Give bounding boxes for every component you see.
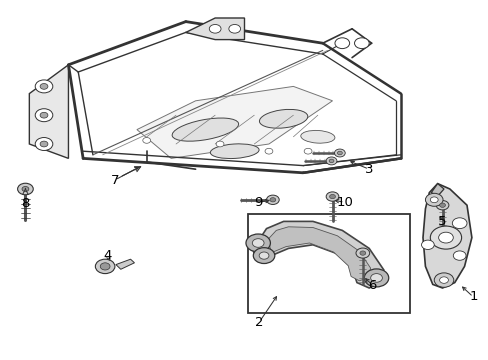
Circle shape (100, 263, 110, 270)
Polygon shape (137, 86, 332, 158)
Text: 10: 10 (336, 196, 352, 209)
Text: 3: 3 (364, 163, 373, 176)
Circle shape (328, 159, 333, 163)
Circle shape (40, 141, 48, 147)
Circle shape (22, 186, 29, 192)
Circle shape (359, 251, 365, 255)
Circle shape (209, 24, 221, 33)
Polygon shape (430, 184, 443, 196)
Circle shape (354, 38, 368, 49)
Text: 5: 5 (437, 215, 446, 228)
Text: 1: 1 (468, 291, 477, 303)
Circle shape (429, 197, 437, 203)
Circle shape (216, 141, 224, 147)
Circle shape (259, 252, 268, 259)
Circle shape (334, 38, 349, 49)
Circle shape (452, 251, 465, 260)
Circle shape (18, 183, 33, 195)
Circle shape (325, 157, 336, 165)
Text: 6: 6 (367, 279, 376, 292)
Polygon shape (267, 227, 370, 281)
Circle shape (35, 80, 53, 93)
Polygon shape (185, 18, 244, 40)
Text: 9: 9 (253, 196, 262, 209)
Circle shape (439, 277, 447, 283)
Circle shape (325, 192, 338, 201)
Circle shape (329, 194, 335, 199)
Polygon shape (29, 65, 68, 158)
Ellipse shape (172, 118, 238, 141)
Circle shape (451, 218, 466, 229)
Circle shape (228, 24, 240, 33)
Polygon shape (116, 259, 134, 269)
Circle shape (304, 148, 311, 154)
Circle shape (266, 195, 279, 204)
Circle shape (337, 151, 342, 155)
Circle shape (429, 226, 461, 249)
Bar (248, 214, 409, 313)
Circle shape (334, 149, 345, 157)
Circle shape (245, 234, 270, 252)
Circle shape (95, 259, 115, 274)
Text: 8: 8 (21, 197, 30, 210)
Circle shape (40, 84, 48, 89)
Circle shape (269, 198, 275, 202)
Ellipse shape (210, 144, 259, 158)
Circle shape (425, 193, 442, 206)
Circle shape (421, 240, 433, 249)
Circle shape (370, 274, 382, 282)
Circle shape (439, 203, 445, 207)
Circle shape (40, 112, 48, 118)
Circle shape (355, 248, 369, 258)
Circle shape (252, 239, 264, 247)
Text: 4: 4 (103, 249, 112, 262)
Polygon shape (422, 184, 471, 288)
Circle shape (35, 138, 53, 150)
Circle shape (433, 273, 453, 287)
Circle shape (435, 201, 448, 210)
Circle shape (264, 148, 272, 154)
Circle shape (438, 232, 452, 243)
Text: 7: 7 (110, 174, 119, 186)
Ellipse shape (259, 109, 307, 128)
Circle shape (253, 248, 274, 264)
Circle shape (142, 138, 150, 143)
Ellipse shape (300, 130, 334, 143)
Polygon shape (251, 221, 383, 288)
Text: 2: 2 (254, 316, 263, 329)
Circle shape (364, 269, 388, 287)
Circle shape (35, 109, 53, 122)
